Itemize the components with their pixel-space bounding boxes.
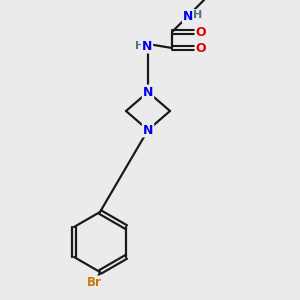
Text: O: O xyxy=(196,26,206,38)
Text: N: N xyxy=(183,10,193,22)
Text: O: O xyxy=(196,41,206,55)
Text: H: H xyxy=(135,41,145,51)
Text: Br: Br xyxy=(87,277,101,290)
Text: N: N xyxy=(143,85,153,98)
Text: H: H xyxy=(194,10,202,20)
Text: N: N xyxy=(142,40,152,52)
Text: N: N xyxy=(143,124,153,136)
